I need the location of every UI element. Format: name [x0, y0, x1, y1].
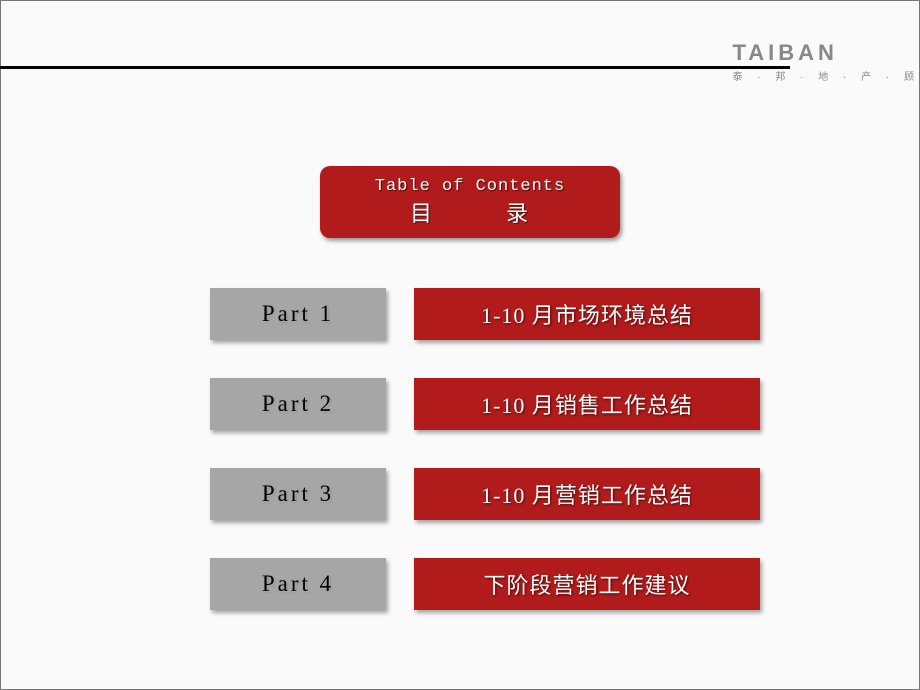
toc-row: Part 4 下阶段营销工作建议: [210, 558, 760, 610]
toc-row: Part 1 1-10 月市场环境总结: [210, 288, 760, 340]
part-label: Part 2: [210, 378, 386, 430]
toc-title-cn: 目 录: [410, 196, 530, 228]
divider-line: [0, 66, 790, 69]
logo-sub: 泰 · 邦 · 地 · 产 · 顾: [732, 68, 920, 83]
part-label: Part 4: [210, 558, 386, 610]
toc-rows: Part 1 1-10 月市场环境总结 Part 2 1-10 月销售工作总结 …: [210, 288, 760, 648]
part-desc: 1-10 月销售工作总结: [414, 378, 760, 430]
part-desc: 1-10 月营销工作总结: [414, 468, 760, 520]
toc-row: Part 2 1-10 月销售工作总结: [210, 378, 760, 430]
part-desc: 1-10 月市场环境总结: [414, 288, 760, 340]
toc-title-en: Table of Contents: [375, 177, 565, 196]
logo-main: TAIBAN: [732, 40, 920, 66]
logo: TAIBAN 泰 · 邦 · 地 · 产 · 顾: [732, 40, 920, 83]
toc-header: Table of Contents 目 录: [320, 166, 620, 238]
part-label: Part 1: [210, 288, 386, 340]
toc-row: Part 3 1-10 月营销工作总结: [210, 468, 760, 520]
part-label: Part 3: [210, 468, 386, 520]
part-desc: 下阶段营销工作建议: [414, 558, 760, 610]
